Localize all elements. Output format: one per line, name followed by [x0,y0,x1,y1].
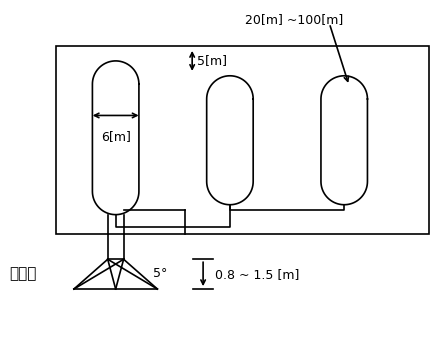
Bar [56,46,429,235]
Text: 검출부: 검출부 [9,267,37,282]
Text: 20[m] ~100[m]: 20[m] ~100[m] [245,13,343,26]
Text: 5[m]: 5[m] [197,54,227,67]
Text: 5°: 5° [153,267,168,280]
Text: 0.8 ~ 1.5 [m]: 0.8 ~ 1.5 [m] [215,268,300,281]
Text: 6[m]: 6[m] [101,130,131,143]
